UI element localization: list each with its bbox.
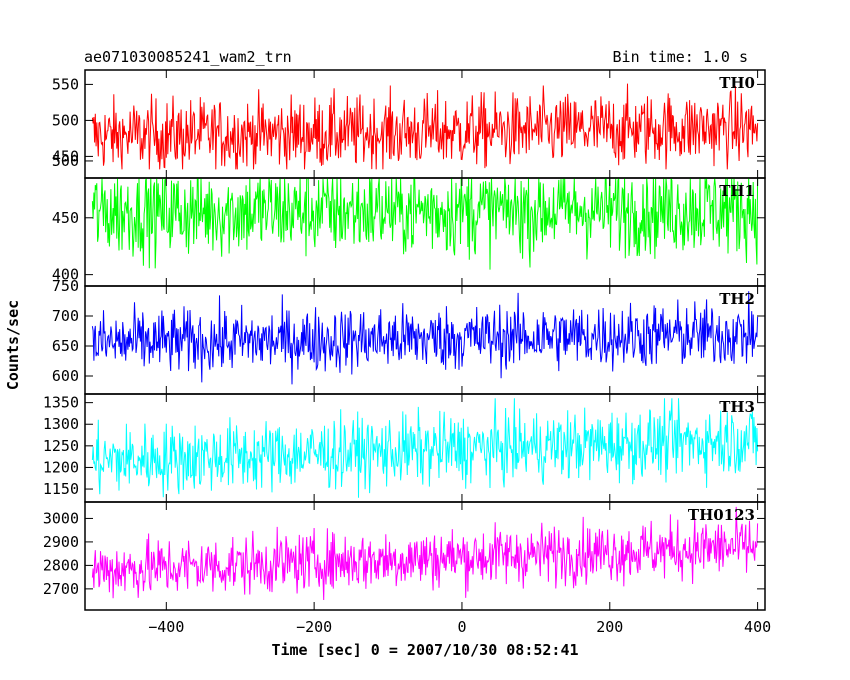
series-line-th3	[91, 398, 759, 498]
x-tick-label: 0	[457, 618, 466, 636]
x-axis-label: Time [sec] 0 = 2007/10/30 08:52:41	[271, 641, 578, 659]
y-tick-label: 600	[52, 367, 79, 385]
panel-label-th3: TH3	[719, 398, 755, 416]
y-tick-label: 450	[52, 147, 79, 165]
chart-title-left: ae071030085241_wam2_trn	[84, 48, 292, 66]
series-line-th1	[91, 176, 759, 270]
y-tick-label: 500	[52, 152, 79, 170]
y-tick-label: 650	[52, 337, 79, 355]
y-tick-label: 2700	[43, 580, 79, 598]
y-tick-label: 1250	[43, 437, 79, 455]
y-tick-label: 3000	[43, 509, 79, 527]
panel-label-th0123: TH0123	[688, 506, 755, 524]
x-tick-label: −400	[148, 618, 184, 636]
panel-label-th1: TH1	[719, 182, 755, 200]
x-axis: −400 −200 0 200 400	[148, 618, 771, 636]
series-line-th0123	[91, 506, 759, 601]
y-tick-label: 1200	[43, 458, 79, 476]
y-tick-label: 2800	[43, 556, 79, 574]
y-axis-label: Counts/sec	[4, 300, 22, 390]
chart-title-right: Bin time: 1.0 s	[613, 48, 748, 66]
panel-frame	[84, 501, 766, 611]
panel-th0123: 2700 2800 2900 3000 TH0123	[43, 501, 766, 611]
y-tick-label: 400	[52, 266, 79, 284]
y-tick-label: 2900	[43, 533, 79, 551]
x-tick-label: −200	[296, 618, 332, 636]
panel-label-th0: TH0	[719, 74, 755, 92]
y-tick-label: 1300	[43, 415, 79, 433]
y-tick-label: 450	[52, 209, 79, 227]
panel-th3: 1150 1200 1250 1300 1350 TH3	[43, 393, 766, 503]
series-line-th0	[91, 83, 759, 170]
series-line-th2	[91, 291, 759, 385]
x-tick-label: 400	[744, 618, 771, 636]
panel-th1: 400 450 500 TH1	[52, 152, 766, 287]
panel-label-th2: TH2	[719, 290, 755, 308]
y-tick-label: 1350	[43, 394, 79, 412]
y-tick-label: 700	[52, 307, 79, 325]
y-tick-label: 500	[52, 111, 79, 129]
y-tick-label: 1150	[43, 480, 79, 498]
panel-th2: 600 650 700 750 TH2	[52, 277, 766, 395]
y-tick-label: 750	[52, 277, 79, 295]
y-tick-label: 550	[52, 75, 79, 93]
x-tick-label: 200	[596, 618, 623, 636]
